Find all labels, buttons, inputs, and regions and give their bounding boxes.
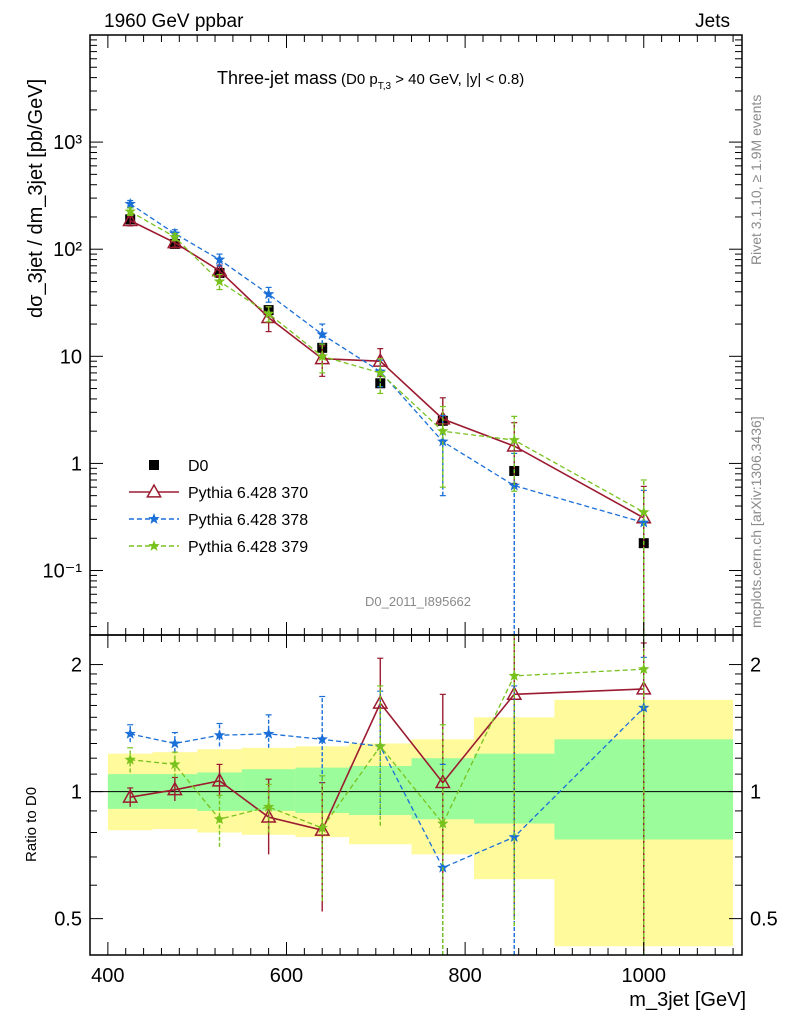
marker-star	[508, 434, 520, 445]
marker-star	[437, 425, 449, 437]
legend-label: Pythia 6.428 370	[188, 485, 308, 502]
legend-label: Pythia 6.428 379	[188, 539, 308, 556]
marker-star	[169, 231, 181, 242]
ratio-marker-star	[437, 817, 449, 829]
y-tick-label-ratio-right: 0.5	[750, 909, 778, 931]
ratio-marker-star	[508, 669, 520, 681]
x-tick-label: 600	[270, 965, 303, 987]
ratio-panel-frame	[89, 634, 743, 956]
main-plot-layer	[122, 197, 652, 636]
x-tick-label: 1000	[622, 965, 667, 987]
ratio-marker-star	[213, 813, 226, 825]
source-label: mcplots.cern.ch [arXiv:1306.3436]	[748, 416, 764, 628]
ratio-line-3	[130, 668, 644, 829]
y-tick-label-main: 10	[60, 346, 82, 368]
ratio-marker-star	[169, 737, 181, 749]
legend-marker-star	[148, 540, 160, 551]
marker-star	[124, 197, 136, 209]
ratio-marker-star	[213, 729, 226, 741]
y-tick-label-main: 10²	[53, 239, 82, 261]
chart-title: Three-jet mass (D0 pT,3 > 40 GeV, |y| < 0…	[217, 68, 524, 92]
marker-star	[638, 516, 650, 528]
y-tick-label-main: 1	[71, 453, 82, 475]
ratio-marker-star	[262, 727, 275, 739]
marker-triangle	[506, 437, 523, 452]
y-tick-label-main: 10⁻¹	[43, 561, 83, 583]
ratio-marker-star	[508, 831, 520, 842]
axes-layer: 10⁻¹ 1 10 10² 10³ 0.5 0.5 1 1 2 2 400 600 800 1000	[43, 34, 778, 987]
y-axis-title-main: dσ_3jet / dm_3jet [pb/GeV]	[25, 79, 47, 318]
rivet-version-label: Rivet 3.1.10, ≥ 1.9M events	[748, 95, 764, 265]
marker-star	[316, 350, 328, 362]
y-tick-label-main: 10³	[53, 132, 82, 154]
legend-label: Pythia 6.428 378	[188, 512, 308, 529]
ratio-marker-star	[124, 753, 136, 765]
y-tick-label-ratio: 0.5	[54, 909, 82, 931]
y-tick-label-ratio-right: 1	[750, 782, 761, 804]
title-cut-sub: T,3	[378, 81, 392, 92]
legend-marker-star	[148, 513, 160, 524]
ratio-marker-triangle	[260, 808, 277, 823]
marker-star	[437, 435, 449, 447]
marker-star	[374, 366, 386, 378]
ratio-plot-layer	[122, 634, 652, 955]
marker-star	[213, 275, 226, 287]
ratio-marker-triangle	[211, 772, 228, 787]
title-cut-suffix: > 40 GeV, |y| < 0.8)	[391, 71, 524, 88]
y-axis-title-ratio: Ratio to D0	[23, 787, 40, 862]
marker-star	[638, 506, 650, 518]
y-tick-label-ratio: 1	[71, 782, 82, 804]
title-main: Three-jet mass	[217, 68, 337, 88]
analysis-id-label: D0_2011_I895662	[365, 594, 471, 609]
ratio-marker-star	[124, 727, 136, 739]
legend-marker-d0	[149, 460, 159, 470]
y-tick-label-ratio: 2	[71, 655, 82, 677]
ratio-marker-triangle	[122, 788, 139, 803]
title-cut-prefix: (D0 p	[341, 71, 378, 88]
ratio-marker-star	[169, 758, 181, 770]
ratio-marker-triangle	[434, 774, 451, 789]
y-tick-label-ratio-right: 2	[750, 655, 761, 677]
marker-star	[213, 253, 226, 265]
marker-star	[316, 328, 328, 340]
energy-label: 1960 GeV ppbar	[104, 11, 244, 32]
legend-marker-triangle	[146, 483, 162, 498]
process-label: Jets	[695, 11, 730, 32]
x-axis-title: m_3jet [GeV]	[629, 989, 746, 1011]
ratio-marker-star	[316, 821, 328, 833]
x-tick-label: 400	[91, 965, 124, 987]
legend: D0 Pythia 6.428 370 Pythia 6.428 378 Pythia…	[129, 458, 308, 556]
marker-triangle	[122, 212, 139, 227]
ratio-marker-star	[374, 740, 386, 752]
ratio-marker-star	[262, 800, 275, 812]
ratio-marker-star	[316, 733, 328, 745]
x-tick-label: 800	[448, 965, 481, 987]
legend-label: D0	[188, 458, 209, 475]
marker-star	[262, 288, 275, 300]
ratio-marker-triangle	[166, 781, 183, 796]
ratio-marker-star	[638, 663, 650, 675]
marker-star	[262, 307, 275, 319]
marker-star	[124, 205, 136, 217]
